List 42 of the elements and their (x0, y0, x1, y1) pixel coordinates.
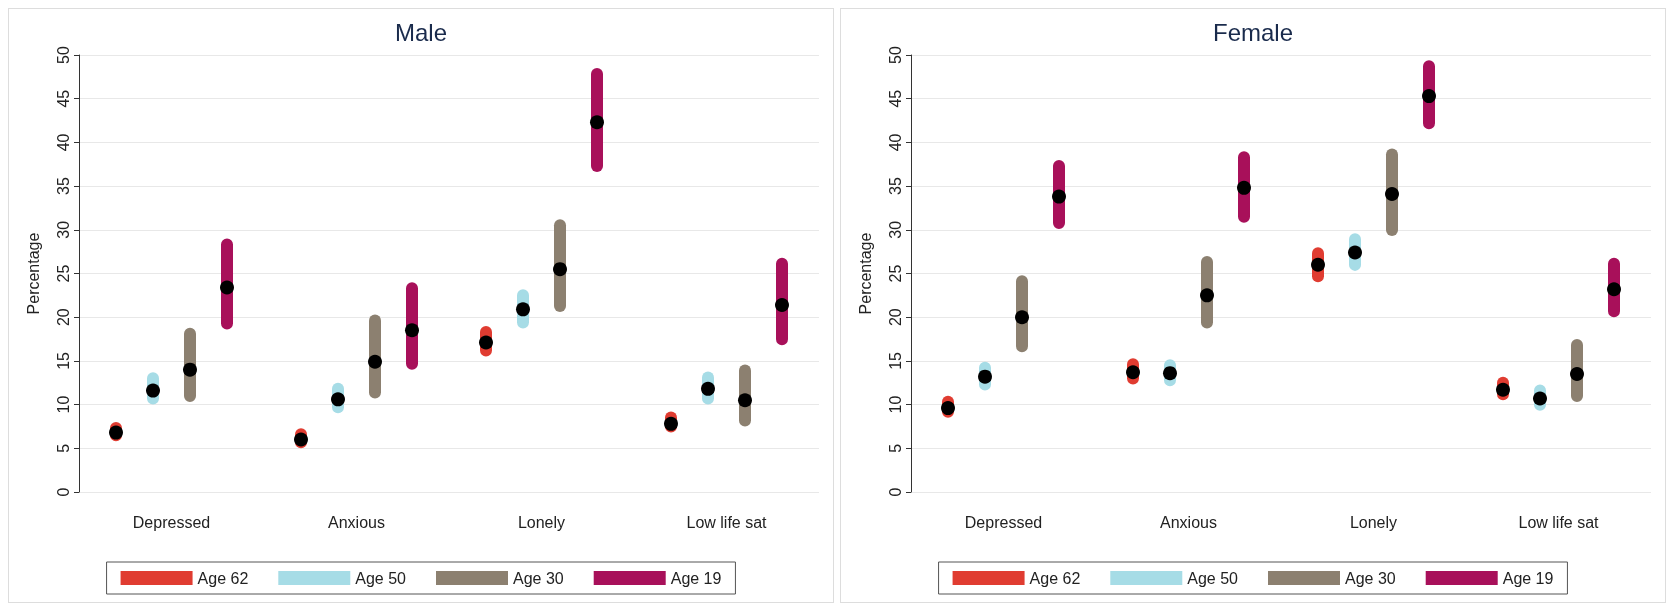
y-tick-label: 0 (886, 487, 904, 497)
legend-label: Age 50 (355, 569, 407, 587)
x-tick-label: Anxious (1160, 513, 1217, 531)
chart-title: Female (1212, 18, 1294, 46)
y-axis-title: Percentage (856, 232, 874, 315)
y-axis-title: Percentage (24, 232, 42, 315)
y-tick-label: 50 (54, 46, 72, 64)
chart-title: Male (394, 18, 448, 46)
y-tick-label: 35 (54, 177, 72, 195)
y-tick-label: 30 (886, 220, 904, 239)
y-tick-label: 20 (886, 308, 904, 327)
legend-label: Age 19 (1502, 569, 1554, 587)
y-tick-label: 35 (886, 177, 904, 195)
y-tick-label: 15 (886, 351, 904, 370)
legend-label: Age 19 (670, 569, 722, 587)
x-tick-label: Lonely (517, 513, 566, 531)
y-tick-label: 10 (886, 395, 904, 414)
legend-label: Age 62 (197, 569, 249, 587)
y-tick-label: 40 (54, 133, 72, 152)
legend-label: Age 30 (1345, 569, 1396, 587)
legend-label: Age 30 (513, 569, 564, 587)
y-tick-label: 10 (54, 395, 72, 414)
x-tick-label: Low life sat (686, 513, 768, 531)
legend-label: Age 50 (1187, 569, 1239, 587)
y-tick-label: 5 (886, 443, 904, 453)
x-tick-label: Lonely (1349, 513, 1398, 531)
y-tick-label: 0 (54, 487, 72, 497)
y-tick-label: 40 (886, 133, 904, 152)
y-tick-label: 5 (54, 443, 72, 453)
x-tick-label: Depressed (964, 513, 1043, 531)
y-tick-label: 30 (54, 220, 72, 239)
y-tick-label: 45 (886, 89, 904, 108)
y-tick-label: 20 (54, 308, 72, 327)
y-tick-label: 50 (886, 46, 904, 64)
y-tick-label: 25 (54, 264, 72, 283)
y-tick-label: 45 (54, 89, 72, 108)
x-tick-label: Depressed (132, 513, 211, 531)
x-tick-label: Low life sat (1518, 513, 1600, 531)
y-tick-label: 25 (886, 264, 904, 283)
y-tick-label: 15 (54, 351, 72, 370)
legend-label: Age 62 (1029, 569, 1081, 587)
x-tick-label: Anxious (328, 513, 385, 531)
